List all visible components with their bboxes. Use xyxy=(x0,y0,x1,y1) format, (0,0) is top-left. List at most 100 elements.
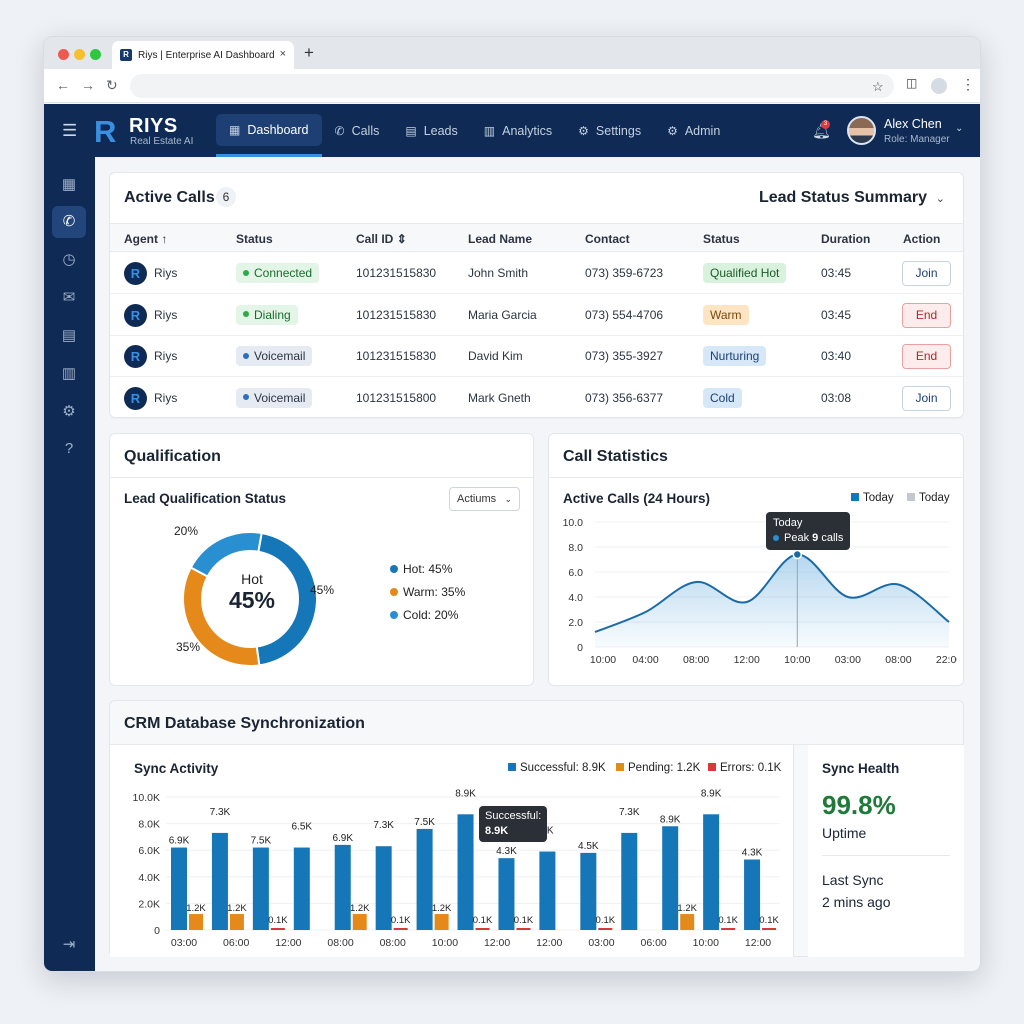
end-call-button[interactable]: End xyxy=(902,344,951,369)
lead-status-summary-dropdown[interactable]: Lead Status Summary xyxy=(758,189,927,206)
bar-successful[interactable] xyxy=(334,844,351,930)
bar-successful[interactable] xyxy=(211,832,228,930)
nav-analytics[interactable]: ▥ Analytics xyxy=(471,104,565,157)
bookmark-star-icon[interactable]: ☆ xyxy=(872,79,884,94)
sidebar-gear-icon[interactable]: ⚙ xyxy=(62,403,76,420)
peak-tooltip: Today Peak 9 calls xyxy=(766,512,851,550)
slice-label: 35% xyxy=(176,640,200,654)
legend-hot: Hot: 45% xyxy=(390,562,452,576)
nav-calls[interactable]: ✆ Calls xyxy=(322,104,393,157)
close-window-dot[interactable] xyxy=(58,49,69,60)
status-dot xyxy=(243,311,249,318)
end-call-button[interactable]: End xyxy=(902,302,951,328)
bar-pending[interactable] xyxy=(434,914,449,930)
agent-name: Riys xyxy=(154,349,178,363)
bar-successful[interactable] xyxy=(621,832,638,930)
bar-successful[interactable] xyxy=(416,828,433,930)
new-tab-button[interactable]: + xyxy=(304,43,314,62)
bar-successful[interactable] xyxy=(498,858,515,930)
chevron-down-icon[interactable]: ⌄ xyxy=(955,123,964,134)
nav-settings[interactable]: ⚙ Settings xyxy=(565,104,654,157)
browser-tab[interactable]: R Riys | Enterprise AI Dashboard × xyxy=(112,41,294,69)
sync-health-value: 99.8% xyxy=(822,790,896,820)
nav-dashboard[interactable]: ▦ Dashboard xyxy=(216,114,322,157)
legend-swatch xyxy=(907,493,915,501)
nav-leads[interactable]: ▤ Leads xyxy=(392,104,470,157)
bar-value-label: 8.9K xyxy=(660,814,681,825)
bar-successful[interactable] xyxy=(580,852,597,930)
bar-pending[interactable] xyxy=(352,914,367,930)
back-arrow-icon[interactable]: ← xyxy=(56,77,70,93)
bar-pending[interactable] xyxy=(189,914,203,930)
join-call-button[interactable]: Join xyxy=(902,261,951,286)
sidebar-mail-icon[interactable]: ✉ xyxy=(62,289,76,306)
bar-successful[interactable] xyxy=(703,814,720,930)
col-action[interactable]: Action xyxy=(903,232,941,246)
y-tick-label: 4.0K xyxy=(138,872,160,884)
donut-slice-cold[interactable] xyxy=(189,531,263,578)
y-tick-label: 6.0 xyxy=(568,567,583,579)
sidebar-grid-icon[interactable]: ▦ xyxy=(61,176,77,193)
bar-errors[interactable] xyxy=(475,928,490,930)
area-fill xyxy=(595,554,949,647)
join-call-button[interactable]: Join xyxy=(902,385,951,411)
bar-errors[interactable] xyxy=(762,928,777,930)
bar-successful[interactable] xyxy=(457,814,474,930)
bar-successful[interactable] xyxy=(252,847,269,930)
bar-pending[interactable] xyxy=(680,914,695,930)
bar-pending[interactable] xyxy=(229,914,244,930)
chevron-down-icon[interactable]: ⌄ xyxy=(935,193,945,205)
sidepanel-icon[interactable]: ◫ xyxy=(906,76,918,90)
maximize-window-dot[interactable] xyxy=(90,49,101,60)
sort-icon[interactable]: ⇕ xyxy=(396,232,407,246)
browser-menu-icon[interactable]: ⋮ xyxy=(961,76,975,92)
address-bar[interactable] xyxy=(130,74,894,98)
reload-icon[interactable]: ↻ xyxy=(106,77,118,93)
last-sync-value: 2 mins ago xyxy=(822,894,891,910)
sidebar-clock-icon[interactable]: ◷ xyxy=(62,251,76,268)
close-tab-icon[interactable]: × xyxy=(279,48,286,60)
user-avatar[interactable] xyxy=(847,116,876,145)
peak-point[interactable] xyxy=(792,549,803,560)
sidebar-document-icon[interactable]: ▤ xyxy=(61,327,77,344)
legend-today-1: Today xyxy=(851,492,894,504)
col-call-id[interactable]: Call ID ⇕ xyxy=(356,232,407,246)
nav-admin[interactable]: ⚙ Admin xyxy=(654,104,733,157)
bar-successful[interactable] xyxy=(171,847,187,930)
col-agent[interactable]: Agent ↑ xyxy=(124,232,168,246)
sort-arrow-icon[interactable]: ↑ xyxy=(161,232,168,246)
divider xyxy=(110,744,963,745)
actions-dropdown[interactable]: Actiums ⌄ xyxy=(449,487,520,511)
series-line-today[interactable] xyxy=(594,553,950,633)
bar-errors[interactable] xyxy=(721,928,736,930)
bar-successful[interactable] xyxy=(375,846,392,930)
bar-successful[interactable] xyxy=(293,847,310,930)
sidebar-phone-icon[interactable]: ✆ xyxy=(52,206,86,238)
bar-value-label: 0.1K xyxy=(718,915,738,926)
sidebar-chart-icon[interactable]: ▥ xyxy=(61,365,77,382)
sidebar-help-icon[interactable]: ? xyxy=(64,440,74,457)
bar-errors[interactable] xyxy=(393,928,408,930)
lead-qualification-donut-chart: 45% 35% 20% xyxy=(174,524,334,667)
bar-errors[interactable] xyxy=(270,928,285,930)
call-status-badge: Connected xyxy=(236,263,320,283)
bar-successful[interactable] xyxy=(662,826,679,930)
user-name[interactable]: Alex Chen xyxy=(884,117,942,131)
forward-arrow-icon[interactable]: → xyxy=(81,77,95,93)
bar-successful[interactable] xyxy=(539,851,556,930)
profile-icon[interactable] xyxy=(931,78,947,94)
bar-errors[interactable] xyxy=(516,928,531,930)
call-statistics-card: Call Statistics Active Calls (24 Hours) … xyxy=(548,433,964,686)
bar-value-label: 6.9K xyxy=(169,836,190,847)
hamburger-menu-icon[interactable]: ☰ xyxy=(62,121,78,140)
col-status[interactable]: Status xyxy=(236,232,273,246)
bar-errors[interactable] xyxy=(598,928,613,930)
minimize-window-dot[interactable] xyxy=(74,49,85,60)
col-lead-status[interactable]: Status xyxy=(703,232,740,246)
col-lead-name[interactable]: Lead Name xyxy=(468,232,533,246)
bar-successful[interactable] xyxy=(744,859,761,930)
sidebar-logout-icon[interactable]: ⇥ xyxy=(62,936,76,953)
col-duration[interactable]: Duration xyxy=(821,232,871,246)
col-contact[interactable]: Contact xyxy=(585,232,630,246)
agent-name: Riys xyxy=(154,390,178,405)
